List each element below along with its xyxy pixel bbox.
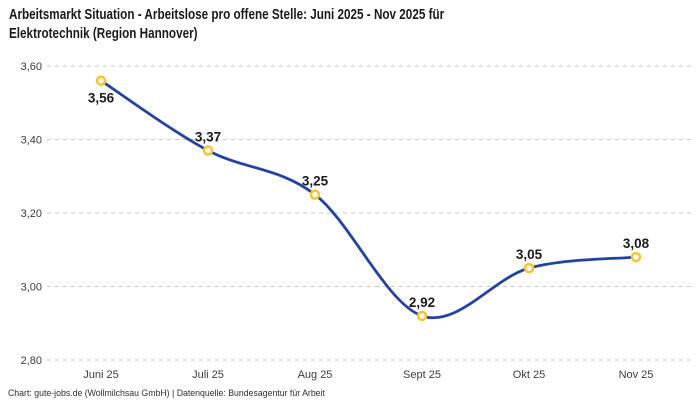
data-point-marker[interactable]	[95, 75, 107, 86]
chart-title-line1: Arbeitsmarkt Situation - Arbeitslose pro…	[9, 6, 445, 23]
x-tick-label: Sept 25	[403, 369, 441, 381]
data-point-label: 3,25	[302, 174, 329, 189]
x-tick-label: Aug 25	[298, 369, 333, 381]
x-tick-label: Juli 25	[192, 369, 224, 381]
data-point-marker[interactable]	[202, 145, 214, 156]
data-point-label: 3,05	[516, 247, 543, 262]
y-tick-label: 3,00	[21, 282, 42, 294]
chart-title: Arbeitsmarkt Situation - Arbeitslose pro…	[9, 6, 444, 43]
x-tick-label: Okt 25	[513, 369, 545, 381]
x-tick-label: Nov 25	[619, 369, 654, 381]
y-tick-label: 2,80	[21, 355, 42, 367]
data-point-marker[interactable]	[416, 310, 428, 322]
y-tick-label: 3,20	[21, 208, 42, 220]
chart-source-footer: Chart: gute-jobs.de (Wollmilchsau GmbH) …	[8, 388, 325, 399]
y-tick-label: 3,60	[21, 61, 42, 73]
x-tick-label: Juni 25	[83, 369, 118, 381]
chart-title-line2: Elektrotechnik (Region Hannover)	[9, 24, 198, 42]
data-point-marker[interactable]	[630, 251, 642, 263]
data-point-label: 3,08	[623, 236, 650, 251]
data-point-marker[interactable]	[309, 189, 321, 200]
data-point-label: 2,92	[409, 295, 435, 310]
data-line	[99, 79, 638, 320]
data-point-marker[interactable]	[523, 262, 535, 274]
y-tick-label: 3,40	[21, 135, 42, 147]
data-point-label: 3,56	[88, 91, 115, 106]
data-point-label: 3,37	[195, 130, 221, 145]
